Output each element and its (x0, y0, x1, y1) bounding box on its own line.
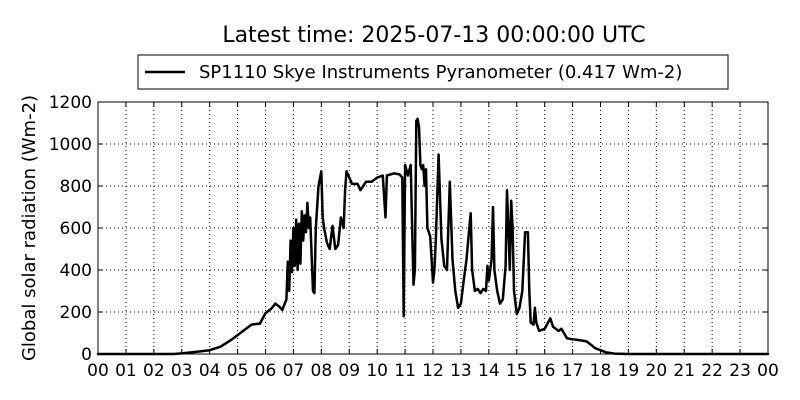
y-axis-label: Global solar radiation (Wm-2) (19, 95, 40, 361)
x-tick-label: 05 (227, 361, 249, 381)
x-tick-label: 16 (534, 361, 556, 381)
x-tick-label: 21 (673, 361, 695, 381)
x-tick-label: 14 (478, 361, 500, 381)
y-tick-label: 600 (60, 219, 92, 239)
series-line-pyranometer (96, 117, 770, 356)
x-tick-label: 23 (729, 361, 751, 381)
x-tick-label: 07 (283, 361, 305, 381)
y-tick-label: 400 (60, 261, 92, 281)
y-tick-label: 1200 (49, 93, 92, 113)
x-tick-label: 11 (394, 361, 416, 381)
x-tick-label: 09 (338, 361, 360, 381)
x-tick-label: 10 (366, 361, 388, 381)
x-tick-label: 00 (757, 361, 779, 381)
legend-box (137, 54, 729, 90)
legend-label: SP1110 Skye Instruments Pyranometer (0.4… (199, 62, 682, 83)
x-tick-label: 22 (701, 361, 723, 381)
series-layer (96, 117, 770, 356)
x-tick-label: 03 (171, 361, 193, 381)
x-tick-label: 13 (450, 361, 472, 381)
x-tick-label: 20 (646, 361, 668, 381)
x-tick-label: 15 (506, 361, 528, 381)
y-tick-label: 800 (60, 177, 92, 197)
x-tick-label: 19 (618, 361, 640, 381)
x-tick-label: 12 (422, 361, 444, 381)
y-tick-label: 200 (60, 303, 92, 323)
x-tick-label: 17 (562, 361, 584, 381)
x-tick-label: 06 (255, 361, 277, 381)
x-tick-label: 00 (87, 361, 109, 381)
x-tick-label: 04 (199, 361, 221, 381)
x-tick-label: 18 (590, 361, 612, 381)
x-tick-label: 01 (115, 361, 137, 381)
x-tick-label: 08 (311, 361, 333, 381)
y-tick-label: 1000 (49, 135, 92, 155)
legend: SP1110 Skye Instruments Pyranometer (0.4… (137, 54, 729, 90)
axis-ticks: 00 01 02 03 04 05 06 07 08 09 10 11 12 13 14 15 16 17 18 19… (49, 93, 779, 381)
y-tick-label: 0 (81, 345, 92, 365)
chart-title: Latest time: 2025-07-13 00:00:00 UTC (222, 23, 645, 48)
x-tick-label: 02 (143, 361, 165, 381)
